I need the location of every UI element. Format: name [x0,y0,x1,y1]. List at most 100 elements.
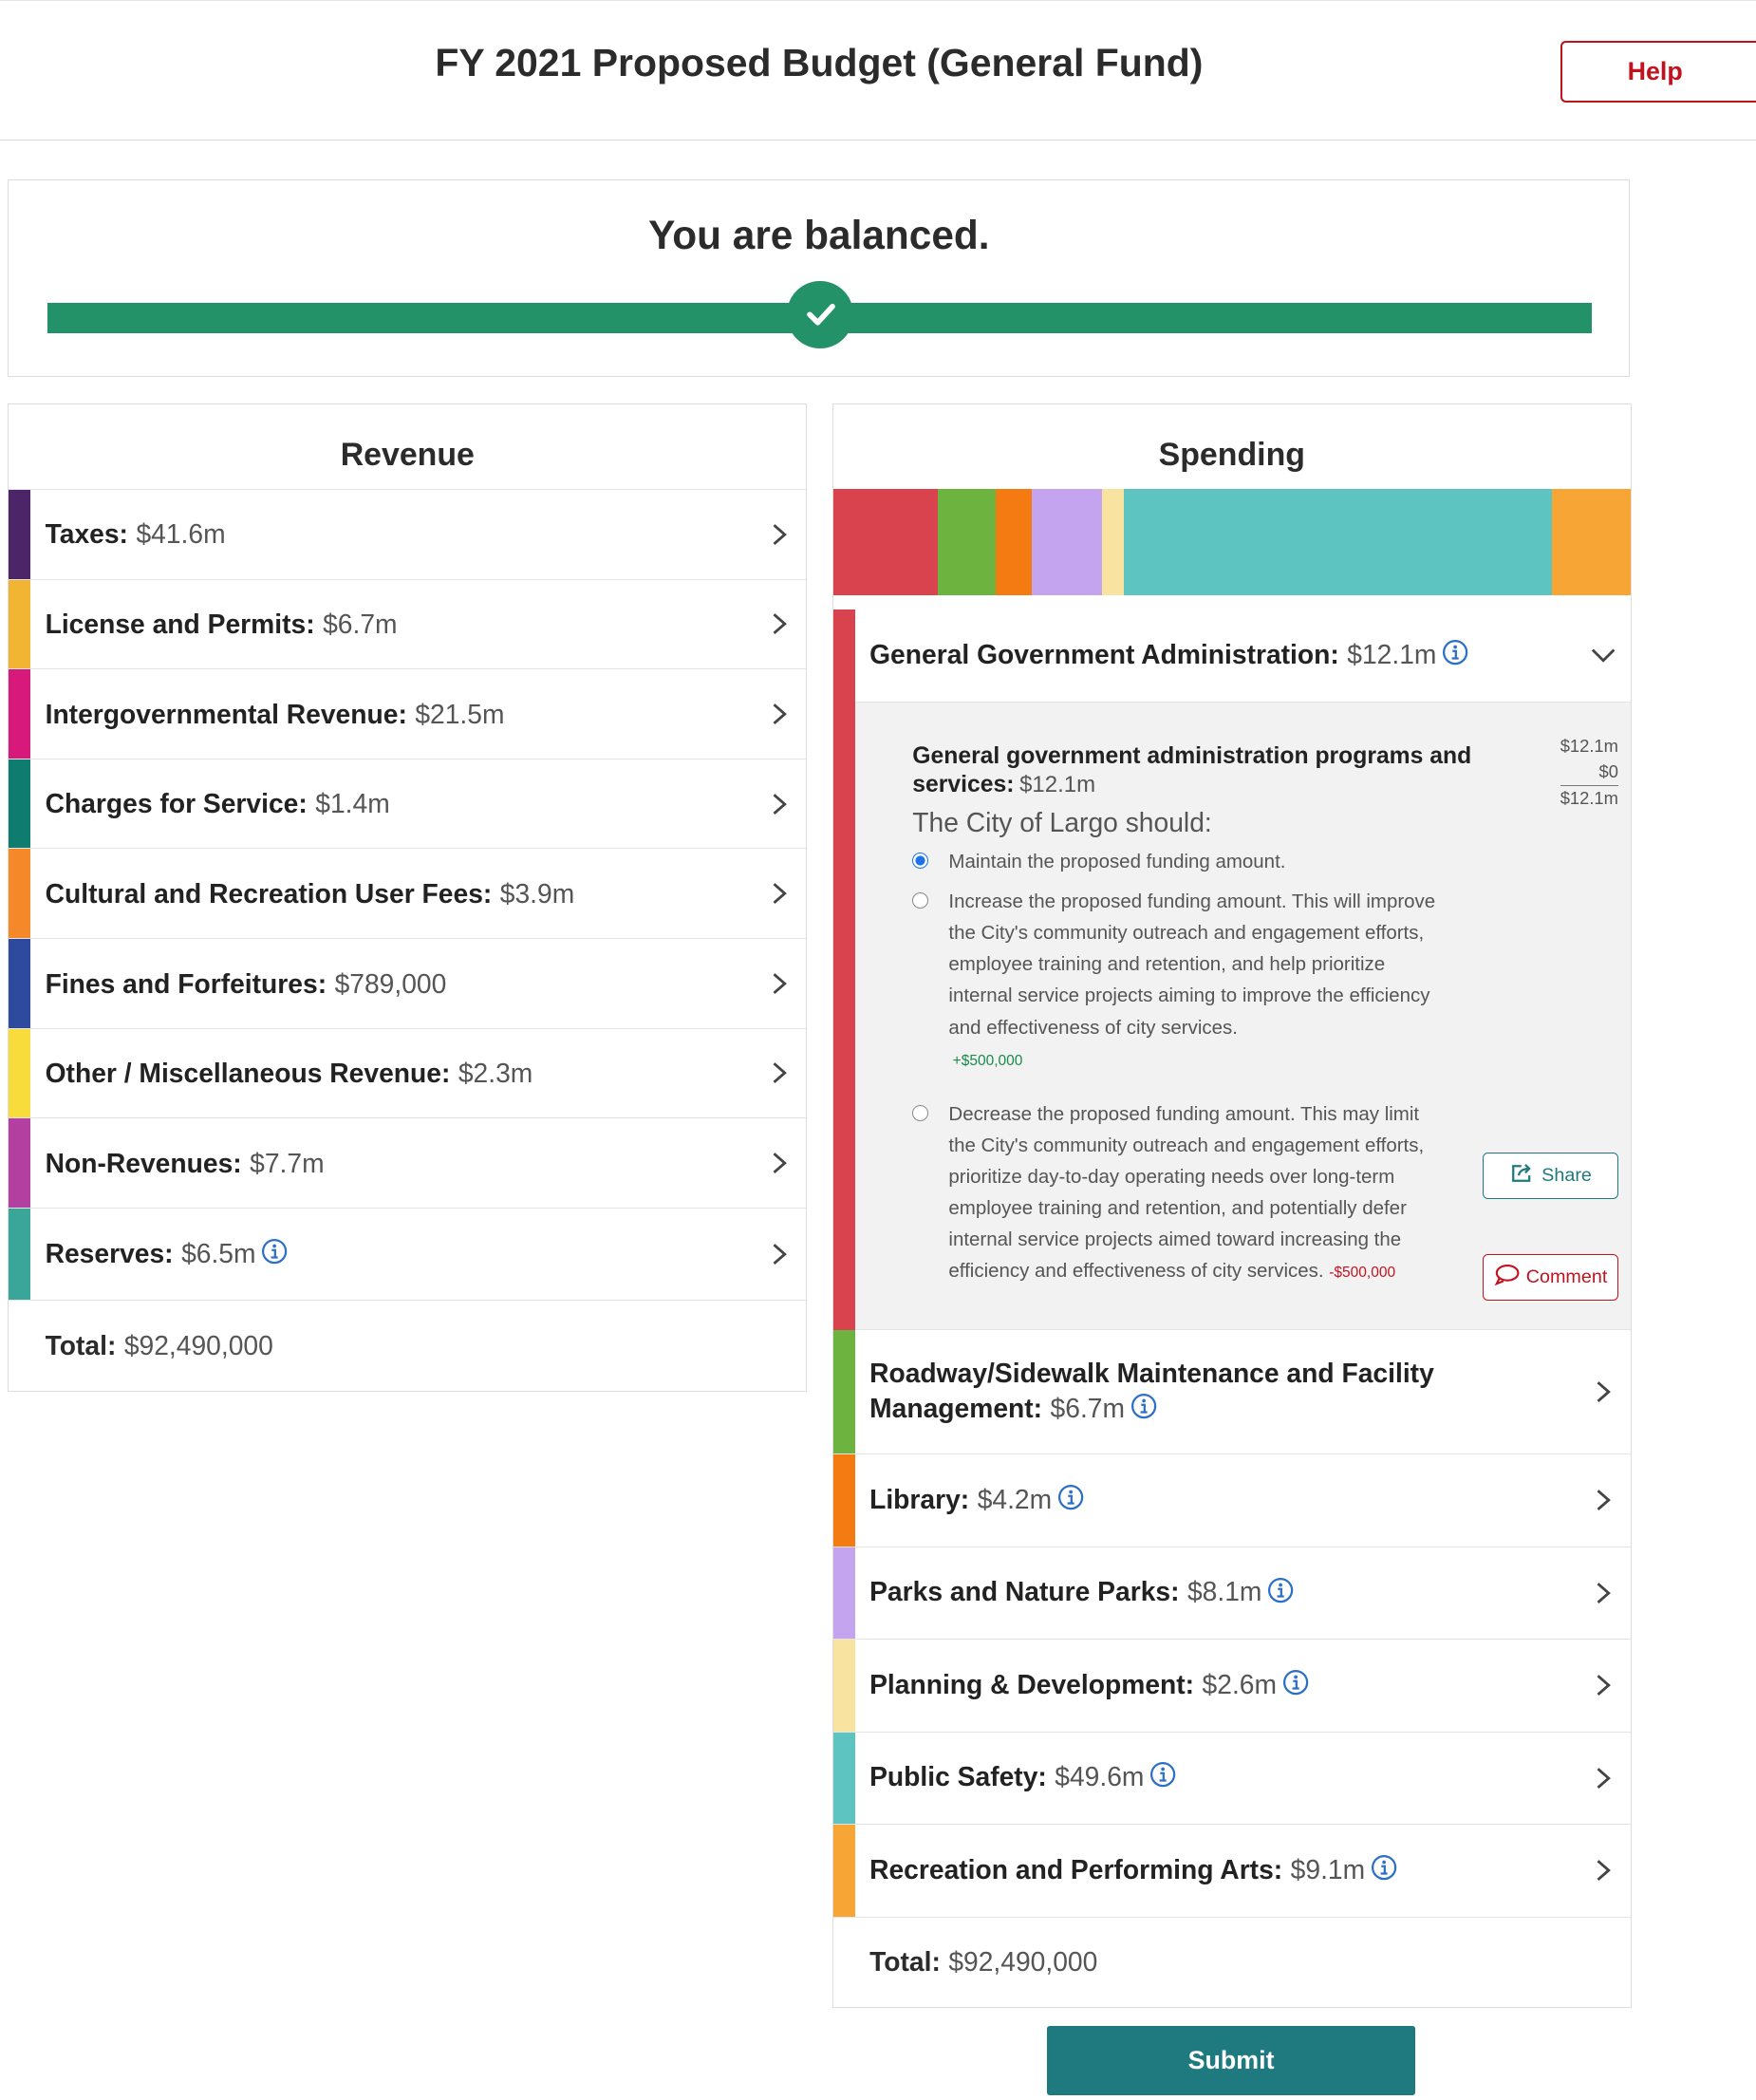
category-name: Taxes: [45,518,128,550]
budget-row[interactable]: Cultural and Recreation User Fees: $3.9m [9,849,807,940]
info-icon [1267,1577,1294,1612]
budget-row[interactable]: Library: $4.2m [832,1454,1631,1547]
funding-option[interactable]: Maintain the proposed funding amount. [912,846,1451,877]
chevron [766,1241,793,1274]
category-amount: $4.2m [977,1484,1053,1515]
radio[interactable] [912,1104,929,1121]
budget-row[interactable]: Reserves: $6.5m [9,1208,807,1302]
funding-option[interactable]: Increase the proposed funding amount. Th… [912,886,1451,1077]
category-color [832,1640,855,1732]
budget-row[interactable]: Taxes: $41.6m [9,490,807,580]
total-label: Total: [869,1946,941,1978]
total-label: Total: [45,1330,117,1361]
comment-icon [1494,1264,1521,1291]
budget-row[interactable]: Parks and Nature Parks: $8.1m [832,1547,1631,1641]
share-button[interactable]: Share [1483,1152,1618,1200]
revenue-total: Total: $92,490,000 [9,1301,806,1391]
spending-segment [832,489,938,595]
balance-message: You are balanced. [648,213,990,258]
category-name: Intergovernmental Revenue: [45,698,407,729]
spacer [833,595,1631,610]
prompt: The City of Largo should: [912,806,1212,837]
category-name: Planning & Development: [869,1668,1195,1699]
chevron [1590,1487,1616,1520]
category-amount: $6.5m [181,1237,256,1268]
info-icon [1057,1484,1084,1519]
row-text: Taxes: $41.6m [46,516,226,552]
category-amount: $1.4m [315,788,390,819]
chevron [1590,1378,1616,1412]
row-text: Reserves: $6.5m [46,1236,289,1273]
chevron [766,1059,793,1093]
budget-row[interactable]: Fines and Forfeitures: $789,000 [9,939,807,1029]
option-text: Increase the proposed funding amount. Th… [948,890,1436,1039]
budget-row[interactable]: Planning & Development: $2.6m [832,1640,1631,1733]
chevron [1590,1857,1616,1890]
row-text: Recreation and Performing Arts: $9.1m [869,1852,1397,1889]
spending-segment [1551,489,1631,595]
option-delta: +$500,000 [952,1052,1023,1069]
summary-line: $12.1m [1560,736,1618,757]
category-color [832,609,855,1331]
category-name: Library: [869,1484,970,1515]
row-text: Charges for Service: $1.4m [46,786,390,821]
info-icon [1371,1854,1397,1889]
budget-row[interactable]: Roadway/Sidewalk Maintenance and Facilit… [832,1330,1631,1455]
comment-button[interactable]: Comment [1483,1253,1618,1302]
help-button[interactable]: Help [1560,41,1756,103]
category-amount: $7.7m [250,1147,325,1178]
chevron [1590,642,1616,675]
budget-row[interactable]: Non-Revenues: $7.7m [9,1118,807,1209]
radio[interactable] [912,891,929,909]
radio[interactable] [912,853,929,870]
balance-box: You are balanced. [8,179,1631,377]
program-amount: $12.1m [1019,771,1096,797]
row-text: Intergovernmental Revenue: $21.5m [46,697,505,732]
chevron [1590,1765,1616,1798]
spending-title: Spending [1158,437,1305,474]
info-icon [1130,1393,1157,1428]
category-color [9,490,31,579]
budget-row[interactable]: Intergovernmental Revenue: $21.5m [9,669,807,759]
budget-row[interactable]: Recreation and Performing Arts: $9.1m [832,1825,1631,1918]
category-name: Reserves: [45,1237,174,1268]
budget-row[interactable]: Charges for Service: $1.4m [9,759,807,850]
category-color [9,1118,31,1208]
row-text: Library: $4.2m [869,1482,1084,1519]
category-color [9,1208,31,1301]
budget-row[interactable]: Other / Miscellaneous Revenue: $2.3m [9,1028,807,1119]
budget-row[interactable]: License and Permits: $6.7m [9,579,807,670]
category-amount: $6.7m [323,609,398,640]
category-name: Public Safety: [869,1761,1047,1792]
header: FY 2021 Proposed Budget (General Fund) H… [0,0,1756,141]
spending-segment [937,489,996,595]
budget-row[interactable]: Public Safety: $49.6m [832,1732,1631,1826]
submit-button[interactable]: Submit [1046,2025,1416,2096]
budget-row[interactable]: General Government Administration: $12.1m [832,609,1631,703]
category-color [9,939,31,1028]
category-color [9,579,31,669]
chevron [766,610,793,644]
row-text: Parks and Nature Parks: $8.1m [869,1574,1294,1611]
revenue-panel: Revenue Taxes: $41.6m License and Permits:… [8,403,808,1392]
amount-summary: $12.1m $0 $12.1m [1560,734,1618,811]
category-color [832,1825,855,1917]
share-icon [1509,1162,1536,1190]
category-color [832,1454,855,1547]
category-color [832,1330,855,1454]
row-text: General Government Administration: $12.1m [869,637,1468,674]
category-name: Non-Revenues: [45,1147,242,1178]
chevron [766,521,793,554]
funding-option[interactable]: Decrease the proposed funding amount. Th… [912,1098,1451,1289]
spending-total: Total: $92,490,000 [833,1918,1631,2008]
row-text: Non-Revenues: $7.7m [46,1146,325,1181]
category-color [9,1028,31,1118]
category-color [9,849,31,939]
revenue-title: Revenue [9,404,807,491]
info-icon [1282,1669,1309,1704]
row-text: Fines and Forfeitures: $789,000 [46,966,447,1002]
row-text: License and Permits: $6.7m [46,607,398,642]
total-amount: $92,490,000 [948,1946,1098,1978]
row-text: Roadway/Sidewalk Maintenance and Facilit… [869,1356,1550,1428]
